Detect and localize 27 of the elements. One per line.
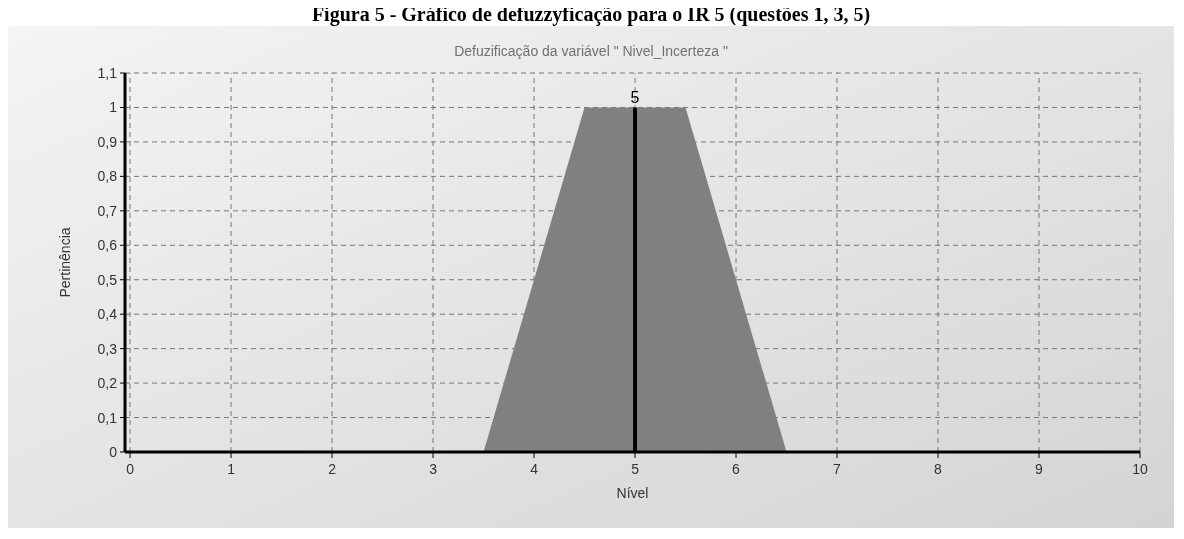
x-tick-label: 6 xyxy=(732,461,741,477)
y-tick-label: 0,1 xyxy=(97,409,118,426)
y-tick-label: 0 xyxy=(109,444,118,460)
x-tick-label: 1 xyxy=(227,461,236,477)
x-tick-label: 10 xyxy=(1132,461,1148,477)
x-tick-label: 0 xyxy=(126,461,135,477)
y-tick-label: 0,2 xyxy=(97,375,118,392)
x-axis-title: Nível xyxy=(616,485,649,501)
chart-subtitle: Defuzificação da variável " Nivel_Incerteza " xyxy=(454,43,728,59)
x-tick-label: 5 xyxy=(631,461,640,477)
y-axis-title: Pertinência xyxy=(57,227,73,298)
y-tick-label: 0,4 xyxy=(97,306,118,323)
y-tick-label: 1,1 xyxy=(97,65,118,81)
ref-line-label: 5 xyxy=(630,89,640,107)
y-tick-label: 0,6 xyxy=(97,237,118,254)
x-tick-label: 8 xyxy=(934,461,943,477)
x-tick-label: 3 xyxy=(429,461,438,477)
x-tick-label: 2 xyxy=(328,461,337,477)
y-tick-label: 0,5 xyxy=(97,271,118,288)
x-tick-label: 7 xyxy=(833,461,842,477)
y-tick-label: 0,8 xyxy=(97,168,118,185)
y-tick-label: 0,7 xyxy=(97,202,118,219)
x-tick-label: 4 xyxy=(530,461,539,477)
y-tick-label: 1 xyxy=(109,99,118,116)
y-tick-label: 0,3 xyxy=(97,340,118,357)
y-tick-label: 0,9 xyxy=(97,133,118,150)
x-tick-label: 9 xyxy=(1035,461,1044,477)
